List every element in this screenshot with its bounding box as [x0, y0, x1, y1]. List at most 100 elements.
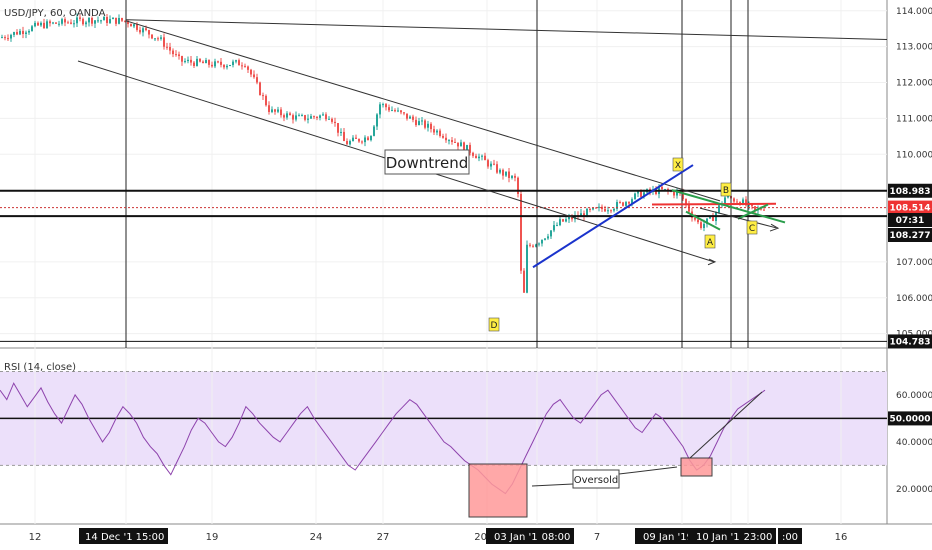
candle-body — [259, 82, 261, 96]
time-tick-label: 24 — [310, 532, 323, 543]
candle-body — [331, 118, 333, 122]
candle-body — [61, 19, 63, 24]
candle-body — [424, 120, 426, 128]
candle-body — [676, 191, 678, 196]
candle-body — [361, 141, 363, 143]
candle-body — [136, 24, 138, 30]
candle-body — [682, 192, 684, 200]
candle-body — [451, 140, 453, 142]
candle-body — [559, 219, 561, 226]
candle-body — [463, 142, 465, 151]
candle-body — [661, 186, 663, 190]
time-highlight-label: 23:00 — [744, 532, 773, 543]
candle-body — [634, 193, 636, 200]
candle-body — [121, 17, 123, 21]
price-badge — [888, 334, 932, 349]
candle-body — [568, 216, 570, 220]
candle-body — [172, 50, 174, 55]
candle-body — [1, 37, 3, 39]
candle-body — [439, 130, 441, 136]
price-badge-label: 108.514 — [890, 204, 931, 214]
candle-body — [277, 109, 279, 112]
candle-body — [7, 38, 9, 40]
candle-body — [226, 65, 228, 68]
candle-body — [607, 210, 609, 212]
candle-body — [31, 26, 33, 32]
rsi-level-badge — [888, 411, 932, 426]
candle-body — [187, 59, 189, 62]
oversold-box — [468, 463, 528, 518]
candle-body — [310, 116, 312, 119]
candle-body — [49, 21, 51, 24]
candle-body — [673, 191, 675, 196]
candle-body — [379, 104, 381, 115]
candle-body — [322, 114, 324, 116]
candle-body — [574, 215, 576, 220]
candle-body — [382, 104, 384, 106]
pattern-marker-box — [672, 157, 684, 172]
candle-body — [433, 129, 435, 133]
candle-body — [442, 135, 444, 138]
pattern-marker-box — [720, 182, 732, 197]
candle-body — [328, 118, 330, 120]
candle-body — [52, 22, 54, 24]
candle-body — [484, 155, 486, 161]
candle-body — [64, 19, 66, 23]
candle-body — [214, 61, 216, 67]
oversold-label: Oversold — [574, 475, 619, 486]
candle-body — [265, 95, 267, 106]
oversold-box — [680, 457, 713, 477]
candle-body — [436, 130, 438, 133]
time-tick-label: 16 — [835, 532, 848, 543]
candle-body — [685, 199, 687, 204]
chart-drawings: X A B C D — [0, 0, 888, 348]
candle-body — [613, 208, 615, 211]
candle-body — [76, 17, 78, 24]
oversold-pointer — [618, 466, 678, 475]
candle-body — [517, 177, 519, 194]
candle-body — [301, 115, 303, 117]
candle-body — [394, 110, 396, 112]
candle-body — [37, 22, 39, 26]
pattern-marker-label: D — [491, 321, 498, 331]
candle-body — [547, 236, 549, 239]
price-tick-label: 111.000 — [896, 114, 932, 124]
candle-body — [145, 28, 147, 31]
candle-body — [202, 61, 204, 64]
candle-body — [544, 238, 546, 240]
time-highlight-label: 15:00 — [136, 532, 165, 543]
rsi-line — [0, 382, 766, 495]
candle-body — [475, 155, 477, 159]
pattern-marker-label: C — [749, 224, 755, 234]
candle-body — [742, 199, 744, 205]
time-highlight-box — [538, 528, 574, 544]
candle-body — [46, 21, 48, 29]
candle-body — [157, 38, 159, 40]
candle-body — [466, 144, 468, 151]
price-badges: 108.983 108.514 07:31 108.277 104.783 — [888, 183, 932, 349]
time-highlight-box — [132, 528, 168, 544]
time-tick-label: 27 — [377, 532, 390, 543]
candle-body — [637, 191, 639, 194]
candle-body — [274, 109, 276, 112]
time-highlight-label: 14 Dec '18 — [85, 532, 139, 543]
candle-body — [703, 223, 705, 229]
candle-body — [349, 141, 351, 145]
rsi-line-group — [0, 382, 887, 518]
long-trend-line — [125, 19, 888, 40]
candle-body — [283, 115, 285, 118]
candle-body — [82, 18, 84, 25]
candle-body — [589, 208, 591, 210]
candle-body — [415, 119, 417, 126]
candle-body — [313, 116, 315, 118]
candle-body — [367, 137, 369, 141]
candle-body — [556, 225, 558, 227]
candle-body — [493, 163, 495, 165]
price-badge-label: 104.783 — [890, 337, 931, 347]
candle-body — [595, 207, 597, 209]
price-badge — [888, 213, 932, 227]
candle-body — [130, 24, 132, 27]
chart-title: USD/JPY, 60, OANDA — [4, 8, 106, 19]
uptrend-line — [532, 164, 694, 269]
candle-body — [373, 126, 375, 136]
